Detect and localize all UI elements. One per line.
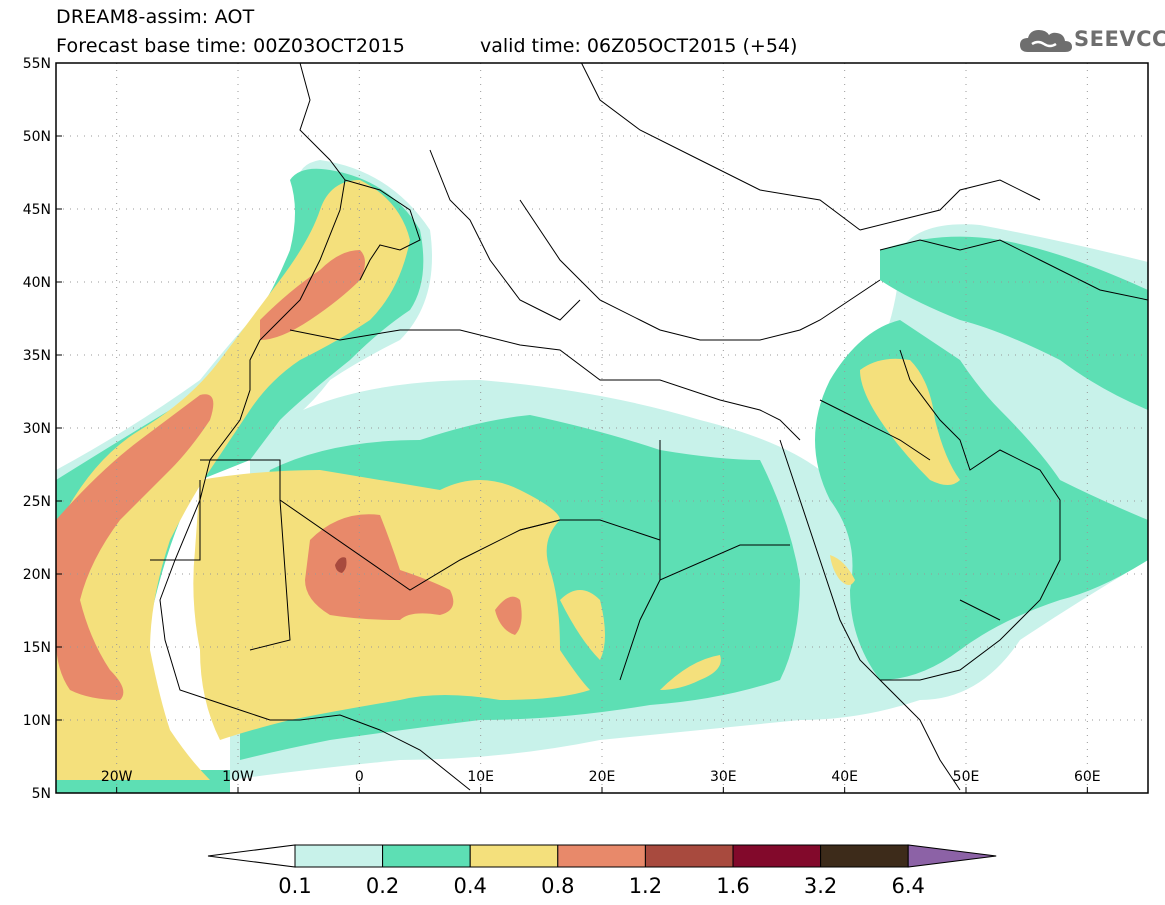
axis-ticks (56, 62, 1088, 794)
seevccc-logo: SEEVCCC (1018, 24, 1165, 56)
colorbar-segment (294, 844, 384, 868)
lon-label: 0 (355, 769, 364, 785)
contour-0-8 (56, 250, 522, 700)
lat-label: 45N (23, 202, 51, 218)
lat-label: 20N (23, 567, 51, 583)
colorbar-label: 0.4 (453, 874, 486, 898)
lat-label: 30N (23, 421, 51, 437)
colorbar-label: 1.6 (716, 874, 749, 898)
lat-label: 55N (23, 56, 51, 72)
colorbar-segment (382, 844, 471, 868)
colorbar-under-arrow (207, 844, 296, 868)
lon-label: 60E (1074, 769, 1101, 785)
lat-label: 50N (23, 129, 51, 145)
map-title: DREAM8-assim: AOT (56, 6, 255, 28)
lat-label: 15N (23, 640, 51, 656)
colorbar-segment (732, 844, 822, 868)
colorbar-segment (820, 844, 909, 868)
lon-label: 10E (467, 769, 494, 785)
lon-label: 50E (953, 769, 980, 785)
aot-colorbar: 0.1 0.2 0.4 0.8 1.2 1.6 3.2 6.4 (207, 844, 997, 898)
longitude-labels: 20W 10W 0 10E 20E 30E 40E 50E 60E (101, 769, 1101, 785)
colorbar-segment (644, 844, 734, 868)
lon-label: 20W (101, 769, 133, 785)
colorbar-label: 0.2 (366, 874, 399, 898)
colorbar-label: 0.1 (278, 874, 311, 898)
latitude-labels: 55N 50N 45N 40N 35N 30N 25N 20N 15N 10N 5N (23, 56, 51, 800)
coastlines-borders (150, 63, 1148, 791)
colorbar-label: 0.8 (541, 874, 574, 898)
grid-lines (56, 63, 1148, 793)
lat-label: 5N (32, 786, 51, 800)
lat-label: 25N (23, 494, 51, 510)
lon-label: 40E (831, 769, 858, 785)
contour-1-2 (335, 557, 347, 573)
forecast-base-time: Forecast base time: 00Z03OCT2015 (56, 35, 406, 57)
colorbar-label: 3.2 (804, 874, 837, 898)
aot-map: 55N 50N 45N 40N 35N 30N 25N 20N 15N 10N 5N 20W 10W 0… (23, 56, 1149, 800)
colorbar-label: 6.4 (891, 874, 924, 898)
lon-label: 20E (589, 769, 616, 785)
colorbar-over-arrow (907, 844, 997, 868)
colorbar-label: 1.2 (629, 874, 662, 898)
valid-time: valid time: 06Z05OCT2015 (+54) (480, 35, 798, 57)
lat-label: 10N (23, 713, 51, 729)
colorbar-segment (557, 844, 646, 868)
lat-label: 35N (23, 348, 51, 364)
aot-contours (56, 160, 1148, 793)
logo-text: SEEVCCC (1074, 27, 1165, 51)
cloud-icon (1020, 30, 1072, 52)
lon-label: 10W (222, 769, 254, 785)
lat-label: 40N (23, 275, 51, 291)
colorbar-segment (469, 844, 559, 868)
lon-label: 30E (710, 769, 737, 785)
